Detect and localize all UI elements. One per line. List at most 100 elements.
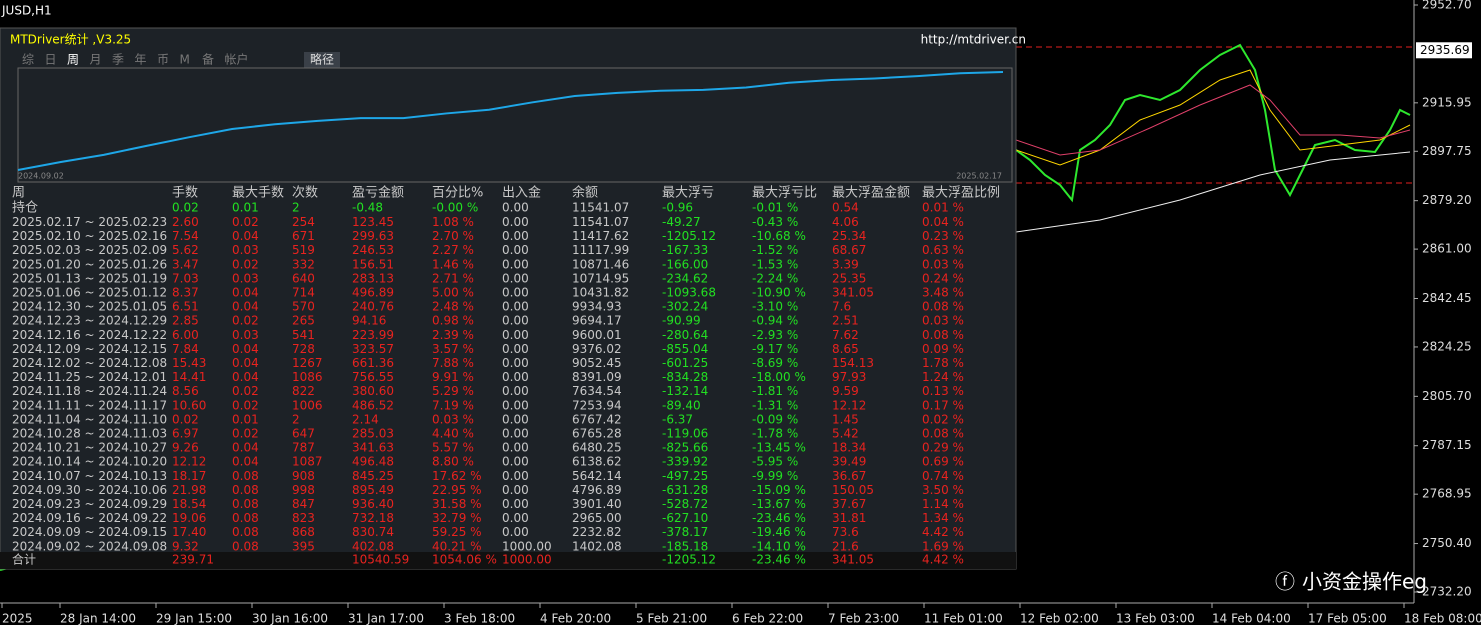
moving-average xyxy=(1015,84,1411,156)
table-cell: 1.34 % xyxy=(922,511,964,525)
table-cell: 0.23 % xyxy=(922,229,964,243)
tab[interactable]: 月 xyxy=(90,53,102,67)
time-label: 6 Feb 22:00 xyxy=(732,612,803,625)
table-cell: 671 xyxy=(292,229,315,243)
table-cell: -302.24 xyxy=(662,300,708,314)
table-cell: 9376.02 xyxy=(572,342,622,356)
table-cell: 1.78 % xyxy=(922,356,964,370)
table-cell: 332 xyxy=(292,257,315,271)
table-cell: 0.02 xyxy=(232,398,259,412)
table-cell: 0.00 xyxy=(502,243,529,257)
time-label: 12 Feb 02:00 xyxy=(1020,612,1099,625)
time-label: 17 Feb 05:00 xyxy=(1308,612,1387,625)
position-cell: 2 xyxy=(292,201,300,215)
table-cell: -23.46 % xyxy=(752,511,806,525)
table-cell: 19.06 xyxy=(172,511,206,525)
panel-url[interactable]: http://mtdriver.cn xyxy=(921,33,1026,47)
table-cell: 17.40 xyxy=(172,525,206,539)
table-cell: 9600.01 xyxy=(572,328,622,342)
table-cell: 5.57 % xyxy=(432,441,474,455)
table-cell: -601.25 xyxy=(662,356,708,370)
tab[interactable]: 币 xyxy=(157,53,169,67)
tab[interactable]: 帐户 xyxy=(225,52,249,67)
table-cell: 8.37 xyxy=(172,286,199,300)
table-cell: 1006 xyxy=(292,398,323,412)
table-cell: 541 xyxy=(292,328,315,342)
time-label: 3 Feb 18:00 xyxy=(444,612,515,625)
table-cell: 2.51 xyxy=(832,314,859,328)
table-cell: 0.01 xyxy=(232,412,259,426)
table-cell: 380.60 xyxy=(352,384,394,398)
path-button-bg[interactable] xyxy=(304,52,340,68)
table-cell: 2.71 % xyxy=(432,271,474,285)
price-label: 2842.45 xyxy=(1422,291,1472,305)
table-cell: 9694.17 xyxy=(572,314,622,328)
table-cell: 0.00 xyxy=(502,356,529,370)
table-cell: 1.08 % xyxy=(432,215,474,229)
table-cell: 39.49 xyxy=(832,455,866,469)
table-cell: 265 xyxy=(292,314,315,328)
tab[interactable]: 年 xyxy=(135,53,147,67)
table-cell: 0.98 % xyxy=(432,314,474,328)
tab[interactable]: M xyxy=(180,53,190,67)
table-cell: 0.13 % xyxy=(922,384,964,398)
table-cell: -3.10 % xyxy=(752,300,798,314)
table-cell: -1.31 % xyxy=(752,398,798,412)
table-cell: 756.55 xyxy=(352,370,394,384)
table-cell: 822 xyxy=(292,384,315,398)
current-price: 2935.69 xyxy=(1420,43,1470,57)
table-cell: 2024.10.28 ~ 2024.11.03 xyxy=(12,427,167,441)
table-cell: 845.25 xyxy=(352,469,394,483)
table-cell: 3901.40 xyxy=(572,497,622,511)
table-cell: 0.00 xyxy=(502,370,529,384)
column-header: 最大浮盈金额 xyxy=(832,185,910,201)
position-cell: -0.01 % xyxy=(752,201,798,215)
table-cell: 11541.07 xyxy=(572,215,629,229)
table-cell: 9052.45 xyxy=(572,356,622,370)
table-cell: 998 xyxy=(292,483,315,497)
table-cell: 4.42 % xyxy=(922,525,964,539)
table-cell: -119.06 xyxy=(662,427,708,441)
column-header: 盈亏金额 xyxy=(352,185,404,201)
table-cell: -0.09 % xyxy=(752,412,798,426)
path-button[interactable]: 略径 xyxy=(310,52,334,67)
table-cell: -1.78 % xyxy=(752,427,798,441)
table-cell: 1.45 xyxy=(832,412,859,426)
total-cell: 合计 xyxy=(12,552,36,567)
position-cell: 0.00 xyxy=(502,201,529,215)
table-cell: 25.35 xyxy=(832,271,866,285)
time-label: 29 Jan 15:00 xyxy=(156,612,232,625)
table-cell: 0.74 % xyxy=(922,469,964,483)
table-cell: 847 xyxy=(292,497,315,511)
price-label: 2805.70 xyxy=(1422,389,1472,403)
time-label: 30 Jan 16:00 xyxy=(252,612,328,625)
price-label: 2879.20 xyxy=(1422,193,1472,207)
table-cell: 0.00 xyxy=(502,314,529,328)
table-cell: 1.14 % xyxy=(922,497,964,511)
tab[interactable]: 日 xyxy=(45,53,57,67)
tab[interactable]: 备 xyxy=(202,53,214,67)
tab[interactable]: 季 xyxy=(112,53,124,67)
position-cell: 0.02 xyxy=(172,201,199,215)
table-cell: 31.81 xyxy=(832,511,866,525)
table-cell: -234.62 xyxy=(662,271,708,285)
table-cell: 254 xyxy=(292,215,315,229)
total-cell: 341.05 xyxy=(832,553,874,567)
table-cell: -49.27 xyxy=(662,215,701,229)
total-cell: 1054.06 % xyxy=(432,553,497,567)
table-cell: 2025.01.06 ~ 2025.01.12 xyxy=(12,286,167,300)
table-cell: -19.46 % xyxy=(752,525,806,539)
tab[interactable]: 周 xyxy=(67,53,79,67)
column-header: 周 xyxy=(12,186,25,201)
price-label: 2732.20 xyxy=(1422,585,1472,599)
tab[interactable]: 综 xyxy=(22,53,34,67)
table-cell: -8.69 % xyxy=(752,356,798,370)
table-cell: 0.08 % xyxy=(922,328,964,342)
table-cell: 2024.09.16 ~ 2024.09.22 xyxy=(12,511,167,525)
table-cell: -631.28 xyxy=(662,483,708,497)
table-cell: 0.00 xyxy=(502,328,529,342)
time-label: 11 Feb 01:00 xyxy=(924,612,1003,625)
table-cell: 2025.01.20 ~ 2025.01.26 xyxy=(12,257,167,271)
